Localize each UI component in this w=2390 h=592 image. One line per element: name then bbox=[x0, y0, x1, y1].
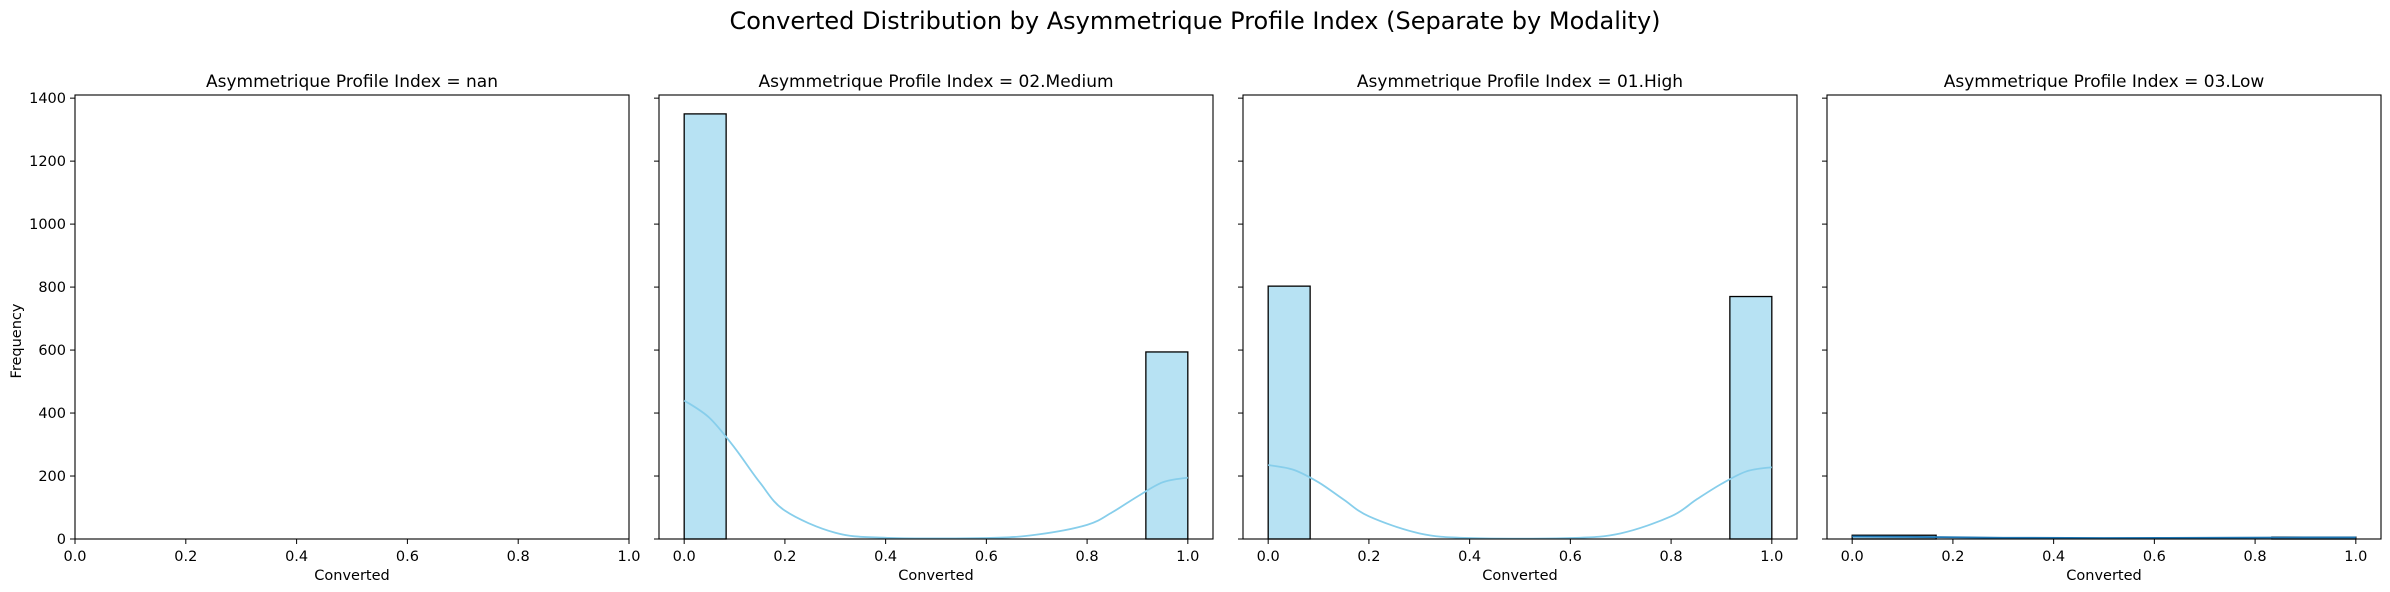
kde-curve bbox=[1852, 535, 2356, 539]
x-tick-label: 0.8 bbox=[2244, 549, 2267, 565]
x-tick-label: 1.0 bbox=[2344, 549, 2367, 565]
subplot-title: Asymmetrique Profile Index = 01.High bbox=[1357, 72, 1683, 92]
x-tick-label: 0.4 bbox=[2042, 549, 2065, 565]
x-axis-label: Converted bbox=[898, 568, 973, 584]
x-axis-label: Converted bbox=[2066, 568, 2141, 584]
y-tick-label: 800 bbox=[38, 280, 66, 296]
x-tick-label: 1.0 bbox=[617, 549, 640, 565]
x-tick-label: 0.2 bbox=[1357, 549, 1380, 565]
x-tick-label: 0.6 bbox=[2143, 549, 2166, 565]
y-tick-label: 1200 bbox=[29, 154, 66, 170]
histogram-bar bbox=[1267, 285, 1311, 540]
x-tick-label: 0.8 bbox=[1660, 549, 1683, 565]
subplot-1: 0.0 0.2 0.4 0.6 0.8 1.0 0 200 400 600 800 1000 1200 1… bbox=[29, 72, 640, 584]
y-tick-label: 0 bbox=[57, 532, 66, 548]
axes-frame bbox=[1826, 94, 2382, 540]
x-tick-label: 0.4 bbox=[285, 549, 308, 565]
subplot-title: Asymmetrique Profile Index = 02.Medium bbox=[758, 72, 1113, 92]
y-tick-label: 200 bbox=[38, 469, 66, 485]
x-tick-label: 0.0 bbox=[1841, 549, 1864, 565]
subplot-4: 0.0 0.2 0.4 0.6 0.8 1.0 Asymmetrique Profile I… bbox=[1822, 72, 2382, 584]
y-tick-label: 1400 bbox=[29, 91, 66, 107]
x-tick-label: 0.2 bbox=[174, 549, 197, 565]
histogram-bar bbox=[1729, 295, 1773, 540]
x-axis-label: Converted bbox=[314, 568, 389, 584]
x-tick-label: 0.2 bbox=[1941, 549, 1964, 565]
y-tick-label: 600 bbox=[38, 343, 66, 359]
x-tick-label: 0.6 bbox=[396, 549, 419, 565]
x-tick-label: 0.2 bbox=[773, 549, 796, 565]
y-tick-label: 400 bbox=[38, 406, 66, 422]
x-tick-label: 0.4 bbox=[874, 549, 897, 565]
x-tick-label: 0.0 bbox=[673, 549, 696, 565]
subplot-title: Asymmetrique Profile Index = nan bbox=[206, 72, 498, 92]
x-tick-label: 0.0 bbox=[1257, 549, 1280, 565]
x-tick-label: 0.6 bbox=[1559, 549, 1582, 565]
x-tick-label: 0.8 bbox=[1076, 549, 1099, 565]
subplot-2: 0.0 0.2 0.4 0.6 0.8 1.0 Asymmetrique Profile I… bbox=[654, 72, 1214, 584]
subplot-title: Asymmetrique Profile Index = 03.Low bbox=[1944, 72, 2265, 92]
x-tick-label: 1.0 bbox=[1176, 549, 1199, 565]
x-tick-label: 0.0 bbox=[63, 549, 86, 565]
y-tick-label: 1000 bbox=[29, 217, 66, 233]
axes-frame bbox=[74, 94, 630, 540]
kde-curve bbox=[1268, 464, 1772, 540]
x-tick-label: 0.4 bbox=[1458, 549, 1481, 565]
figure-title: Converted Distribution by Asymmetrique P… bbox=[729, 7, 1660, 35]
x-tick-label: 1.0 bbox=[1760, 549, 1783, 565]
axes-frame bbox=[658, 94, 1214, 540]
y-axis-label: Frequency bbox=[9, 303, 25, 378]
subplot-3: 0.0 0.2 0.4 0.6 0.8 1.0 Asymmetrique Profile I… bbox=[1238, 72, 1798, 584]
kde-curve bbox=[683, 399, 1188, 540]
x-tick-label: 0.8 bbox=[507, 549, 530, 565]
x-tick-label: 0.6 bbox=[975, 549, 998, 565]
histogram-bar bbox=[683, 113, 727, 540]
histogram-bar bbox=[1145, 351, 1189, 540]
axes-frame bbox=[1242, 94, 1798, 540]
x-axis-label: Converted bbox=[1482, 568, 1557, 584]
subplots: 0.0 0.2 0.4 0.6 0.8 1.0 0 200 400 600 800 1000 1200 1… bbox=[29, 72, 2382, 584]
